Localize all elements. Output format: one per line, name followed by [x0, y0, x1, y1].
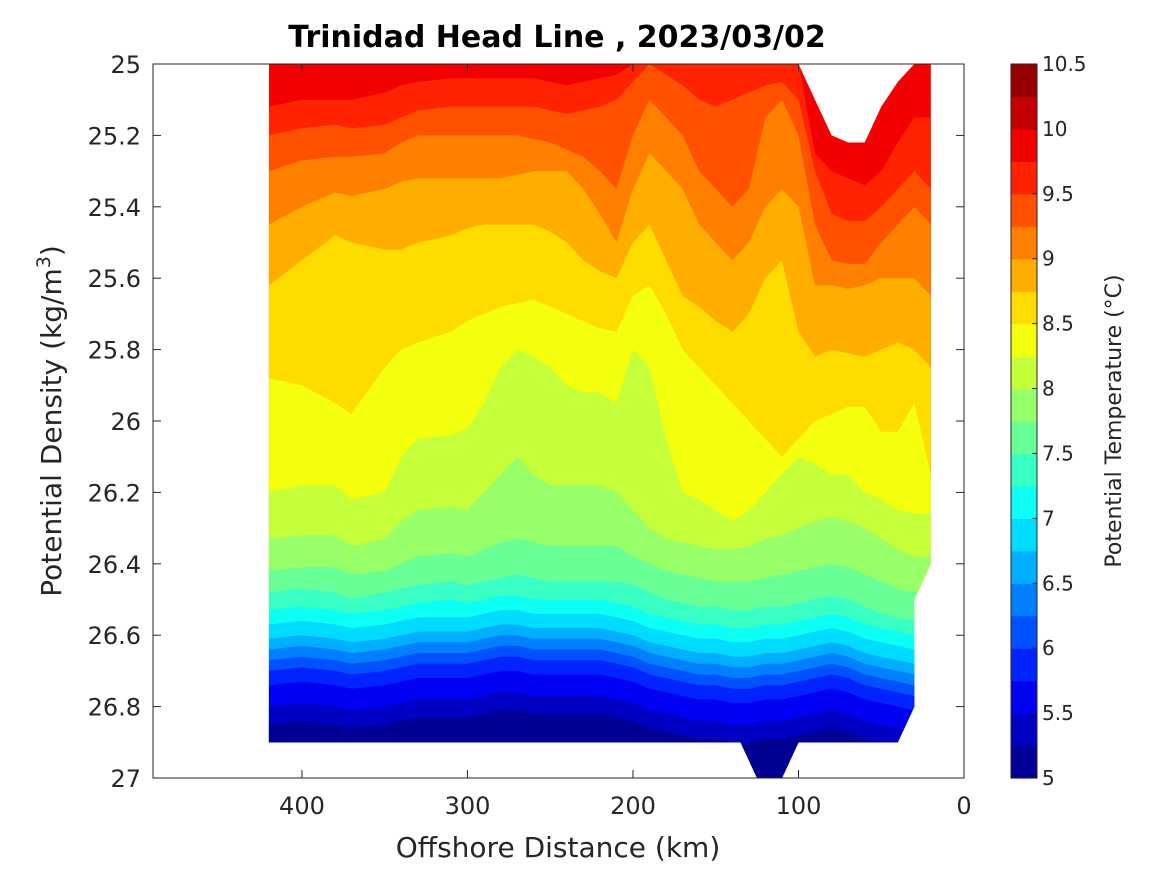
colorbar-tick-label: 9 [1042, 247, 1055, 271]
colorbar-swatch [1011, 323, 1037, 357]
colorbar-swatch [1011, 64, 1037, 98]
x-tick-label: 400 [279, 792, 325, 820]
y-axis-title-superscript: 3 [33, 256, 55, 268]
contour-layer [268, 64, 931, 778]
colorbar-swatch [1011, 128, 1037, 162]
y-tick-label: 25 [110, 51, 141, 79]
plot-area [268, 64, 931, 778]
y-tick-label: 25.8 [88, 337, 141, 365]
y-axis-title-suffix: ) [35, 245, 68, 256]
colorbar-swatch [1011, 161, 1037, 195]
chart-title: Trinidad Head Line , 2023/03/02 [288, 20, 825, 55]
colorbar-tick-label: 5.5 [1042, 701, 1074, 725]
colorbar-swatch [1011, 193, 1037, 227]
colorbar-ticks: 10.5 10 9.5 9 8.5 8 7.5 7 6.5 6 5.5 5 [1032, 52, 1087, 790]
colorbar-swatch [1011, 583, 1037, 617]
y-tick-label: 25.2 [88, 122, 141, 150]
contour-band [268, 742, 931, 778]
colorbar-swatch [1011, 680, 1037, 714]
y-tick-label: 26.2 [88, 479, 141, 507]
x-tick-label: 200 [610, 792, 656, 820]
y-tick-label: 25.6 [88, 265, 141, 293]
colorbar-tick-label: 10 [1042, 117, 1067, 141]
colorbar-swatch [1011, 226, 1037, 260]
colorbar-tick-label: 7 [1042, 506, 1055, 530]
colorbar-tick-label: 5 [1042, 766, 1055, 790]
colorbar-swatch [1011, 550, 1037, 584]
colorbar-title: Potential Temperature (°C) [1102, 274, 1127, 567]
colorbar-swatch [1011, 648, 1037, 682]
x-tick-label: 300 [445, 792, 491, 820]
y-axis: 25 25.2 25.4 25.6 25.8 26 26.2 26.4 26.6 26.8 27 [88, 51, 964, 793]
x-tick-label: 100 [776, 792, 822, 820]
colorbar-frame [1010, 63, 1038, 779]
colorbar-swatch [1011, 258, 1037, 292]
colorbar-tick-label: 9.5 [1042, 182, 1074, 206]
colorbar-swatch [1011, 615, 1037, 649]
x-axis-title: Offshore Distance (km) [396, 831, 721, 864]
colorbar-swatch [1011, 291, 1037, 325]
colorbar-tick-label: 6.5 [1042, 571, 1074, 595]
colorbar-tick-label: 7.5 [1042, 441, 1074, 465]
y-axis-title-main: Potential Density (kg/m [35, 268, 68, 597]
y-tick-label: 26.8 [88, 694, 141, 722]
colorbar-swatch [1011, 745, 1037, 779]
colorbar-swatch [1011, 96, 1037, 130]
colorbar-swatch [1011, 453, 1037, 487]
colorbar-tick-label: 10.5 [1042, 52, 1087, 76]
colorbar-swatch [1011, 713, 1037, 747]
colorbar-swatch [1011, 356, 1037, 390]
x-tick-label: 0 [956, 792, 971, 820]
y-tick-label: 26 [110, 408, 141, 436]
colorbar-tick-label: 6 [1042, 636, 1055, 660]
colorbar-swatch [1011, 421, 1037, 455]
colorbar-tick-label: 8 [1042, 377, 1055, 401]
y-axis-title: Potential Density (kg/m3) [33, 245, 68, 597]
y-tick-label: 26.6 [88, 622, 141, 650]
colorbar [1010, 63, 1038, 779]
colorbar-swatch [1011, 485, 1037, 519]
y-tick-label: 27 [110, 765, 141, 793]
colorbar-tick-label: 8.5 [1042, 312, 1074, 336]
y-tick-label: 26.4 [88, 551, 141, 579]
x-axis: 400 300 200 100 0 [279, 64, 972, 820]
colorbar-swatch [1011, 518, 1037, 552]
y-tick-label: 25.4 [88, 194, 141, 222]
colorbar-swatch [1011, 388, 1037, 422]
